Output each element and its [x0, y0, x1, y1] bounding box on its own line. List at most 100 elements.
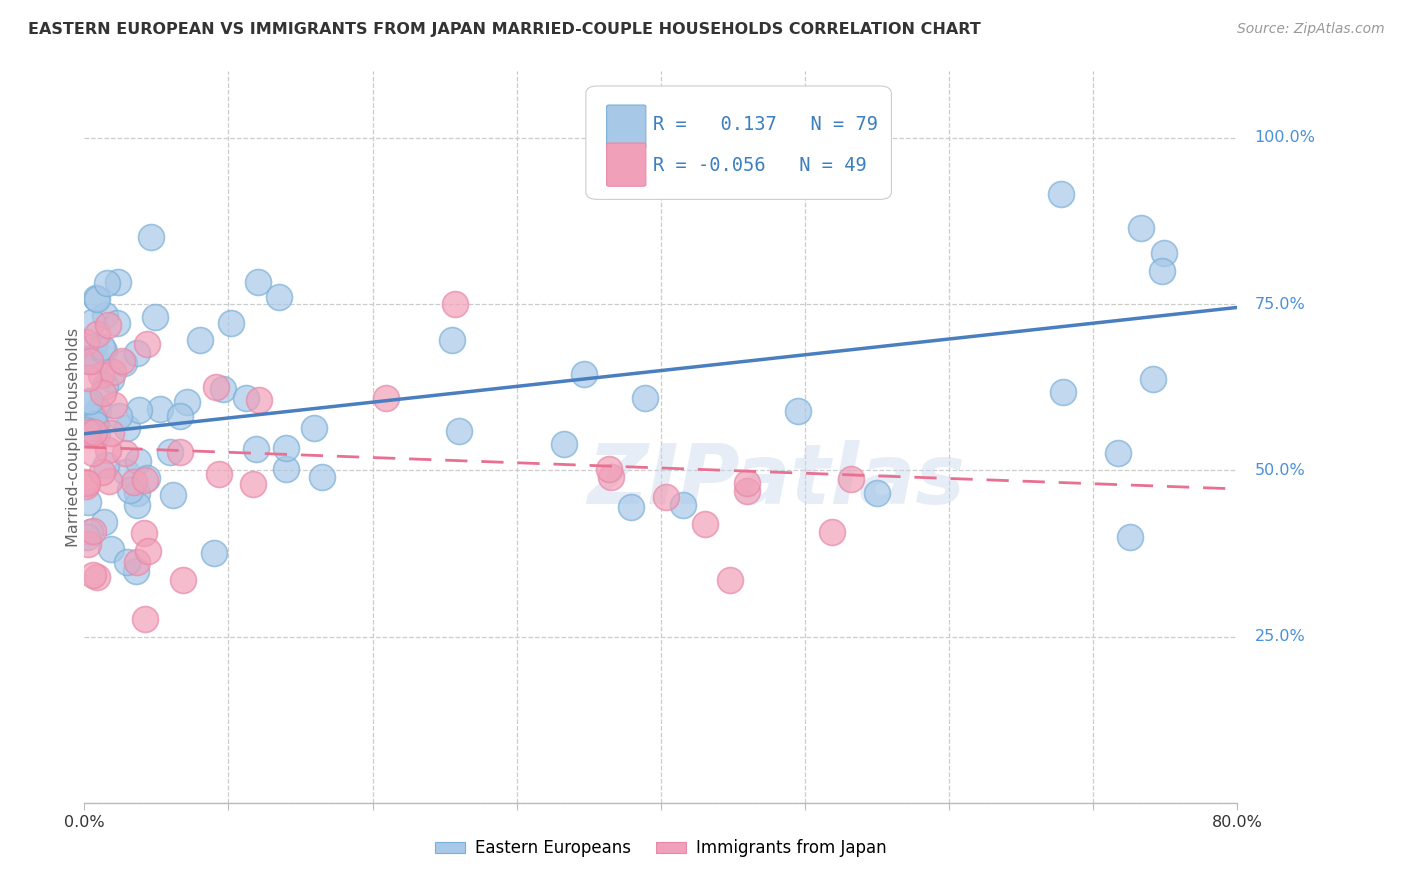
- Y-axis label: Married-couple Households: Married-couple Households: [66, 327, 80, 547]
- Text: Source: ZipAtlas.com: Source: ZipAtlas.com: [1237, 22, 1385, 37]
- Point: [77, 370, 100, 384]
- Point: [1119, 530, 1142, 544]
- Text: 50.0%: 50.0%: [1254, 463, 1305, 478]
- Point: [83, 339, 105, 353]
- Point: [86, 326, 108, 341]
- Point: [82, 568, 104, 582]
- Point: [84, 354, 107, 368]
- Point: [134, 473, 156, 487]
- Point: [114, 446, 136, 460]
- Point: [440, 333, 463, 347]
- Text: 25.0%: 25.0%: [1254, 629, 1305, 644]
- Point: [79, 393, 101, 408]
- Point: [107, 275, 129, 289]
- Point: [132, 525, 155, 540]
- Point: [111, 354, 134, 368]
- Point: [94, 379, 117, 393]
- Point: [247, 392, 270, 407]
- Point: [93, 515, 115, 529]
- Point: [79, 354, 101, 368]
- Point: [115, 465, 138, 479]
- Point: [82, 446, 104, 460]
- Point: [245, 442, 267, 456]
- Point: [90, 368, 112, 382]
- Point: [208, 467, 231, 481]
- Point: [136, 471, 159, 485]
- Point: [86, 292, 108, 306]
- Point: [1107, 446, 1129, 460]
- FancyBboxPatch shape: [586, 86, 891, 200]
- Point: [79, 525, 101, 540]
- Point: [127, 555, 149, 569]
- Point: [75, 335, 97, 350]
- Point: [139, 230, 162, 244]
- Text: R = -0.056   N = 49: R = -0.056 N = 49: [652, 156, 866, 175]
- FancyBboxPatch shape: [606, 105, 645, 148]
- Point: [93, 386, 115, 401]
- Point: [162, 488, 184, 502]
- Point: [100, 426, 122, 441]
- FancyBboxPatch shape: [606, 143, 645, 186]
- Point: [1052, 384, 1074, 399]
- Point: [443, 297, 465, 311]
- Point: [246, 275, 269, 289]
- Point: [620, 500, 643, 514]
- Point: [76, 395, 98, 409]
- Point: [176, 394, 198, 409]
- Point: [86, 570, 108, 584]
- Point: [735, 475, 758, 490]
- Point: [96, 276, 118, 290]
- Point: [188, 333, 211, 347]
- Point: [235, 391, 257, 405]
- Text: 100.0%: 100.0%: [1254, 130, 1316, 145]
- Text: R =   0.137   N = 79: R = 0.137 N = 79: [652, 115, 877, 135]
- Point: [169, 444, 191, 458]
- Point: [204, 380, 226, 394]
- Point: [1153, 246, 1175, 260]
- Point: [136, 336, 159, 351]
- Point: [572, 367, 595, 381]
- Point: [115, 555, 138, 569]
- Point: [787, 404, 810, 418]
- Point: [94, 308, 117, 322]
- Point: [86, 426, 108, 441]
- Point: [108, 409, 131, 424]
- Point: [83, 425, 105, 439]
- Point: [839, 472, 862, 486]
- Point: [127, 454, 149, 468]
- Point: [304, 421, 326, 435]
- Point: [77, 495, 100, 509]
- Point: [1050, 187, 1073, 202]
- Point: [100, 372, 122, 386]
- Point: [84, 417, 107, 431]
- Point: [267, 290, 290, 304]
- Point: [276, 462, 298, 476]
- Point: [103, 365, 125, 379]
- Point: [211, 382, 233, 396]
- Point: [221, 316, 243, 330]
- Point: [82, 409, 104, 424]
- Point: [820, 524, 842, 539]
- Point: [84, 421, 107, 435]
- Point: [447, 424, 470, 438]
- Point: [100, 542, 122, 557]
- Point: [87, 402, 110, 417]
- Point: [143, 310, 166, 325]
- Point: [76, 354, 98, 368]
- Point: [75, 479, 97, 493]
- Text: ZIPatlas: ZIPatlas: [588, 441, 965, 522]
- Point: [118, 483, 141, 498]
- Point: [136, 544, 159, 558]
- Point: [103, 398, 125, 412]
- Point: [73, 475, 96, 490]
- Point: [91, 465, 114, 479]
- Point: [97, 442, 120, 457]
- Point: [105, 316, 128, 330]
- Point: [149, 401, 172, 416]
- Point: [125, 564, 148, 578]
- Point: [128, 402, 150, 417]
- Point: [1142, 371, 1164, 385]
- Point: [735, 483, 758, 498]
- Point: [311, 470, 333, 484]
- Point: [672, 498, 695, 512]
